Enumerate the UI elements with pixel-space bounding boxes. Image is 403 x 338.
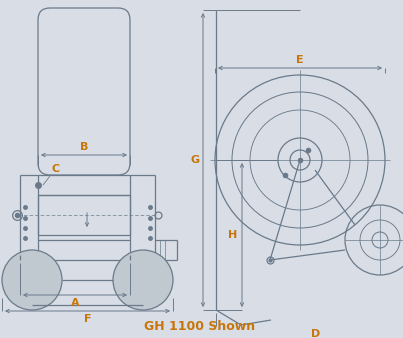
Text: G: G bbox=[191, 155, 200, 165]
Text: E: E bbox=[296, 55, 304, 65]
Text: GH 1100 Shown: GH 1100 Shown bbox=[144, 320, 256, 333]
Text: F: F bbox=[84, 314, 91, 324]
Text: D: D bbox=[311, 329, 320, 338]
Text: H: H bbox=[228, 230, 237, 240]
Text: B: B bbox=[80, 142, 88, 152]
Text: A: A bbox=[71, 298, 79, 308]
Circle shape bbox=[113, 250, 173, 310]
Circle shape bbox=[2, 250, 62, 310]
Text: C: C bbox=[52, 164, 60, 174]
